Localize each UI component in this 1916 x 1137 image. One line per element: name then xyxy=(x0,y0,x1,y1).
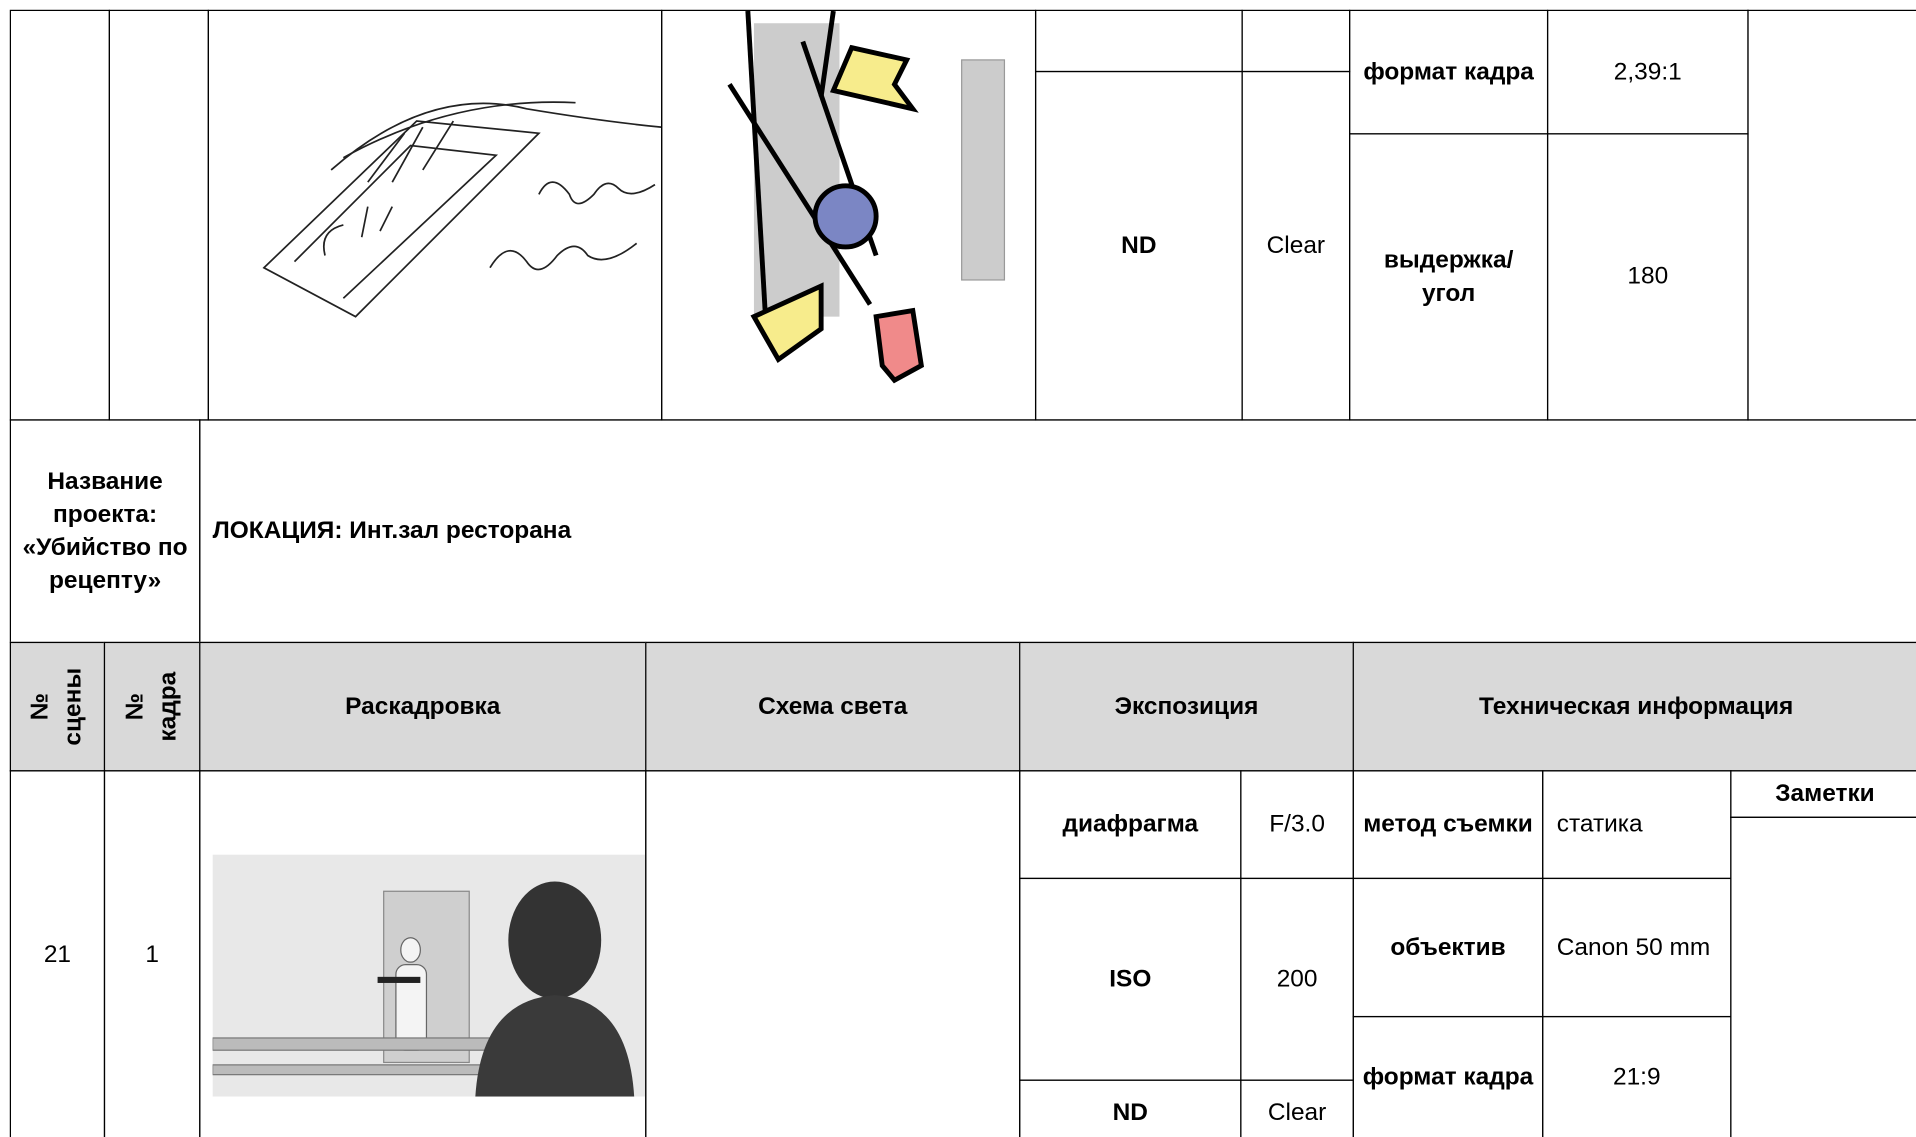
cell xyxy=(9,9,110,421)
notes-cell xyxy=(1747,9,1916,421)
header-tech: Техническая информация xyxy=(1352,641,1916,772)
tech-label: объектив xyxy=(1352,877,1544,1018)
tech-value: 2,39:1 xyxy=(1546,9,1749,135)
tech-label: формат кадра xyxy=(1349,9,1549,135)
exposure-label: ND xyxy=(1034,70,1243,421)
storyboard-image xyxy=(212,854,646,1097)
tech-label: метод съемки xyxy=(1352,770,1544,880)
header-storyboard: Раскадровка xyxy=(199,641,647,772)
exposure-value: 200 xyxy=(1240,877,1354,1081)
tech-value: 180 xyxy=(1546,133,1749,421)
header-frame: № кадра xyxy=(121,671,182,742)
tech-value: статика xyxy=(1542,770,1732,880)
header-cell: № кадра xyxy=(103,641,201,772)
cell xyxy=(108,9,209,421)
header-scene: № сцены xyxy=(26,667,87,746)
location: ЛОКАЦИЯ: Инт.зал ресторана xyxy=(199,419,1916,644)
header-cell: № сцены xyxy=(9,641,106,772)
notes-cell xyxy=(1730,816,1916,1137)
notes-label: Заметки xyxy=(1730,770,1916,818)
storyboard-cell xyxy=(199,770,647,1137)
scene-number: 21 xyxy=(9,770,106,1137)
header-exposure: Экспозиция xyxy=(1019,641,1354,772)
tech-label: формат кадра xyxy=(1352,1015,1544,1137)
cell xyxy=(1034,9,1243,73)
light-sketch xyxy=(727,11,1006,384)
storyboard-cell xyxy=(207,9,663,421)
tech-label: выдержка/ угол xyxy=(1349,133,1549,421)
exposure-value: Clear xyxy=(1240,1079,1354,1137)
cell xyxy=(1241,9,1351,73)
tech-value: 21:9 xyxy=(1542,1015,1732,1137)
exposure-value: F/3.0 xyxy=(1240,770,1354,880)
exposure-label: ND xyxy=(1019,1079,1242,1137)
project-title: Название проекта: «Убийство по рецепту» xyxy=(9,419,201,644)
sketch xyxy=(262,101,662,318)
light-scheme-cell xyxy=(645,770,1021,1137)
exposure-label: диафрагма xyxy=(1019,770,1242,880)
exposure-value: Clear xyxy=(1241,70,1351,421)
exposure-label: ISO xyxy=(1019,877,1242,1081)
frame-number: 1 xyxy=(103,770,201,1137)
header-light: Схема света xyxy=(645,641,1021,772)
tech-value: Canon 50 mm xyxy=(1542,877,1732,1018)
light-scheme-cell xyxy=(661,9,1037,421)
